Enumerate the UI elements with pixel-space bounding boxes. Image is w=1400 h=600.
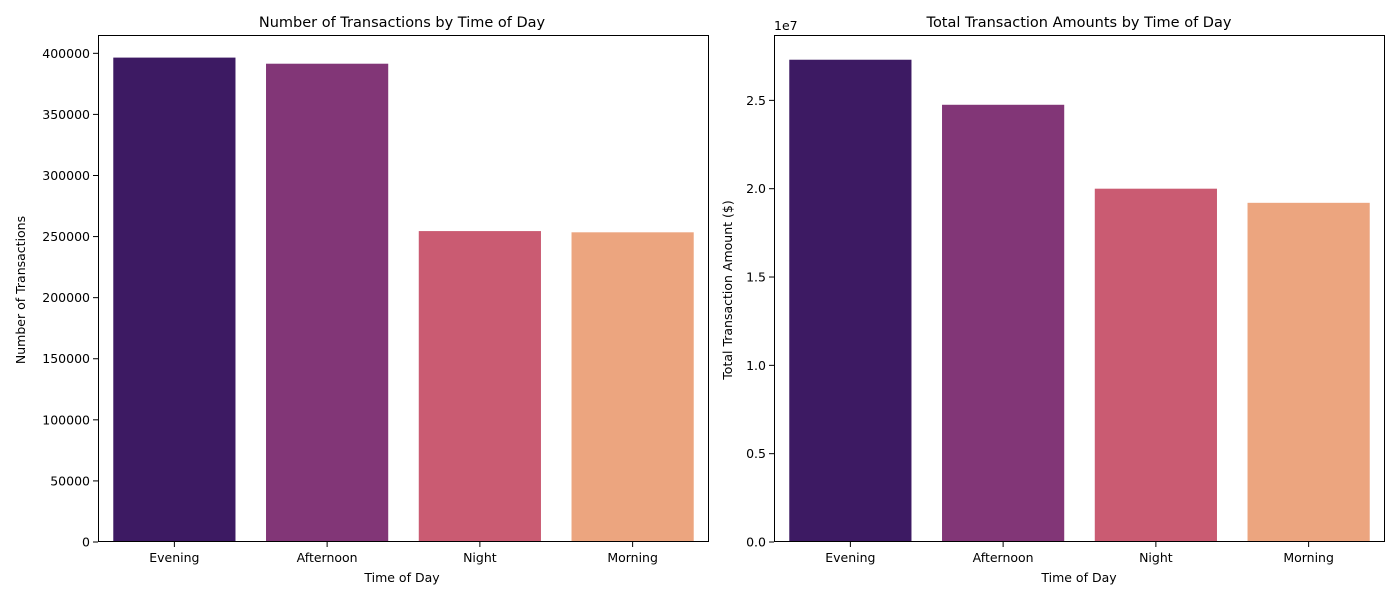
bar-night (418, 231, 541, 542)
bar-morning (571, 232, 694, 543)
x-ticks: Evening Afternoon Night Morning (149, 542, 658, 565)
bar-afternoon (266, 63, 389, 543)
y-axis-label: Number of Transactions (13, 216, 28, 364)
y-tick-label: 1.5 (746, 270, 766, 285)
bars (789, 59, 1370, 542)
y-tick-label: 2.0 (746, 181, 766, 196)
y-axis-offset-label: 1e7 (774, 18, 798, 33)
x-tick-label: Morning (1283, 550, 1334, 565)
y-tick-label: 300000 (42, 168, 90, 183)
chart-panel-transaction-amount: Total Transaction Amounts by Time of Day… (720, 15, 1385, 585)
y-tick-label: 2.5 (746, 93, 766, 108)
x-tick-label: Night (463, 550, 497, 565)
x-axis-label: Time of Day (1040, 570, 1117, 585)
bar-morning (1247, 202, 1370, 542)
y-tick-label: 150000 (42, 351, 90, 366)
y-ticks: 0.0 0.5 1.0 1.5 2.0 2.5 (746, 93, 774, 550)
bar-evening (789, 59, 912, 542)
chart-title: Number of Transactions by Time of Day (259, 15, 546, 31)
plot-frame (774, 35, 1385, 542)
bar-evening (113, 57, 236, 542)
y-tick-label: 0.0 (746, 535, 766, 550)
bar-afternoon (942, 104, 1065, 542)
x-ticks: Evening Afternoon Night Morning (825, 542, 1334, 565)
chart-panel-transaction-count: Number of Transactions by Time of Day Ti… (13, 15, 709, 585)
plot-frame (98, 35, 709, 542)
y-tick-label: 350000 (42, 107, 90, 122)
y-tick-label: 200000 (42, 290, 90, 305)
y-tick-label: 0 (82, 535, 90, 550)
x-tick-label: Evening (149, 550, 199, 565)
y-tick-label: 50000 (50, 473, 90, 488)
y-tick-label: 100000 (42, 412, 90, 427)
y-axis-label: Total Transaction Amount ($) (720, 200, 735, 380)
chart-title: Total Transaction Amounts by Time of Day (926, 15, 1232, 31)
x-axis-label: Time of Day (363, 570, 440, 585)
y-tick-label: 1.0 (746, 358, 766, 373)
x-tick-label: Afternoon (297, 550, 358, 565)
y-tick-label: 400000 (42, 46, 90, 61)
x-tick-label: Morning (607, 550, 658, 565)
x-tick-label: Afternoon (973, 550, 1034, 565)
bars (113, 57, 694, 543)
y-tick-label: 250000 (42, 229, 90, 244)
x-tick-label: Evening (825, 550, 875, 565)
y-tick-label: 0.5 (746, 446, 766, 461)
y-ticks: 0 50000 100000 150000 200000 250000 300000 3500… (42, 46, 98, 550)
bar-night (1094, 188, 1217, 542)
x-tick-label: Night (1139, 550, 1173, 565)
